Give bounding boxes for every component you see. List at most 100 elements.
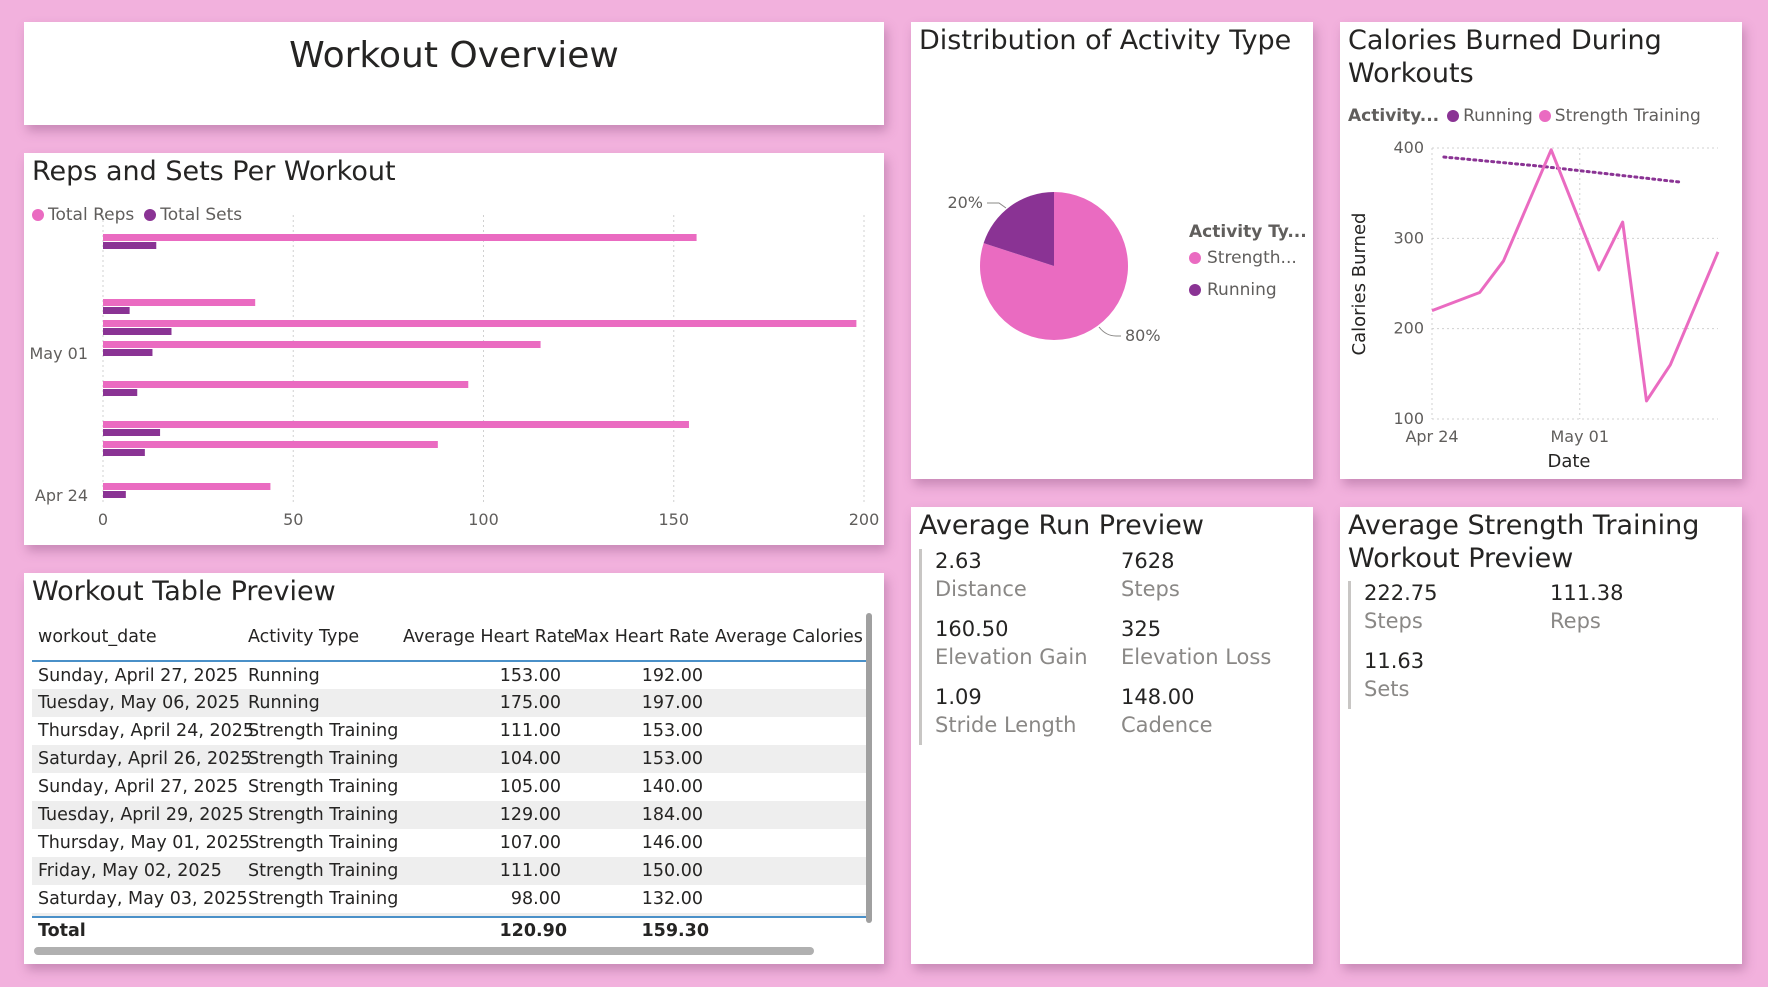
kpi-label: Stride Length — [935, 713, 1077, 737]
cell-max-hr: 140.00 — [641, 777, 703, 797]
table-row[interactable]: Sunday, April 27, 2025 Strength Training 1… — [32, 773, 867, 801]
pie-label-strength: 80% — [1125, 326, 1161, 345]
y-tick-label: Apr 24 — [35, 486, 88, 505]
kpi-value: 160.50 — [935, 617, 1009, 641]
bar-total-reps — [103, 483, 271, 490]
col-max-heart-rate[interactable]: Max Heart Rate — [567, 613, 709, 662]
kpi-elevation-gain: 160.50 Elevation Gain — [935, 615, 1088, 671]
col-activity-type[interactable]: Activity Type — [242, 613, 397, 662]
total-max-hr: 159.30 — [641, 921, 709, 941]
calories-legend: Activity... Running Strength Training — [1348, 106, 1711, 126]
cell-avg-hr: 175.00 — [397, 689, 567, 717]
table-row[interactable]: Saturday, April 26, 2025 Strength Trainin… — [32, 745, 867, 773]
bar-total-reps — [103, 299, 256, 306]
cell-calories — [709, 857, 867, 885]
cell-activity: Strength Training — [248, 777, 399, 797]
col-avg-heart-rate[interactable]: Average Heart Rate — [397, 613, 575, 662]
cell-max-hr: 153.00 — [641, 721, 703, 741]
x-tick-label: 50 — [283, 510, 303, 529]
series-running-line — [1442, 155, 1684, 184]
legend-running[interactable]: Running — [1189, 280, 1277, 300]
bar-total-sets — [103, 349, 153, 356]
table-viewport[interactable]: workout_date Activity Type Average Heart… — [32, 613, 867, 923]
kpi-label: Reps — [1550, 609, 1601, 633]
legend-strength[interactable]: Strength... — [1189, 248, 1297, 268]
kpi-value: 1.09 — [935, 685, 982, 709]
cell-calories — [709, 689, 867, 717]
kpi-value: 148.00 — [1121, 685, 1195, 709]
y-tick-label: 300 — [1393, 228, 1424, 247]
legend-label: Strength Training — [1554, 106, 1701, 126]
strength-preview-card[interactable]: Average Strength Training Workout Previe… — [1340, 507, 1742, 964]
reps-sets-card[interactable]: Reps and Sets Per Workout Total Reps Tot… — [24, 153, 884, 545]
kpi-distance: 2.63 Distance — [935, 547, 1027, 603]
activity-pie-chart[interactable]: 20% 80% — [911, 22, 1313, 479]
y-tick-label: May 01 — [29, 344, 88, 363]
x-tick-label: 0 — [98, 510, 108, 529]
total-avg-hr: 120.90 — [499, 921, 567, 941]
cell-date: Saturday, May 03, 2025 — [38, 889, 248, 909]
kpi-value: 222.75 — [1364, 581, 1438, 605]
legend-running[interactable]: Running — [1447, 106, 1533, 126]
kpi-label: Elevation Loss — [1121, 645, 1272, 669]
legend-total-sets[interactable]: Total Sets — [144, 205, 242, 225]
x-tick-label: May 01 — [1551, 427, 1610, 446]
pie-label-running: 20% — [947, 193, 983, 212]
cell-max-hr: 146.00 — [641, 833, 703, 853]
table-row[interactable]: Sunday, April 27, 2025 Running 153.00 192.0… — [32, 661, 867, 689]
x-tick-label: 100 — [468, 510, 499, 529]
cell-activity: Strength Training — [248, 721, 399, 741]
legend-strength[interactable]: Strength Training — [1538, 106, 1701, 126]
bar-total-reps — [103, 441, 438, 448]
legend-dot-icon — [144, 209, 157, 221]
col-workout-date[interactable]: workout_date — [32, 613, 242, 662]
calories-card[interactable]: Calories Burned During Workouts Activity… — [1340, 22, 1742, 479]
table-row[interactable]: Saturday, May 03, 2025 Strength Training 9… — [32, 885, 867, 913]
total-label: Total — [38, 921, 86, 941]
kpi-reps: 111.38 Reps — [1550, 579, 1623, 635]
cell-max-hr: 184.00 — [567, 801, 709, 829]
kpi-value: 11.63 — [1364, 649, 1425, 673]
legend-label: Total Reps — [48, 205, 135, 225]
kpi-stride-length: 1.09 Stride Length — [935, 683, 1076, 739]
horizontal-scrollbar[interactable] — [34, 947, 814, 955]
table-row[interactable]: Thursday, April 24, 2025 Strength Trainin… — [32, 717, 867, 745]
workout-table-card[interactable]: Workout Table Preview workout_date Activ… — [24, 573, 884, 964]
legend-total-reps[interactable]: Total Reps — [32, 205, 134, 225]
run-preview-card[interactable]: Average Run Preview 2.63 Distance 7628 Ste… — [911, 507, 1313, 964]
kpi-label: Cadence — [1121, 713, 1213, 737]
cell-max-hr: 153.00 — [567, 745, 709, 773]
kpi-label: Steps — [1364, 609, 1423, 633]
legend-dot-icon — [1447, 110, 1460, 122]
cell-activity: Strength Training — [242, 745, 398, 773]
table-row[interactable]: Tuesday, April 29, 2025 Strength Training… — [32, 801, 867, 829]
cell-activity: Running — [248, 665, 320, 686]
kpi-value: 2.63 — [935, 549, 982, 573]
calories-title-line2: Workouts — [1348, 58, 1474, 89]
cell-activity: Strength Training — [248, 889, 399, 909]
y-tick-label: 400 — [1393, 138, 1424, 157]
cell-calories — [709, 801, 867, 829]
cell-avg-hr: 153.00 — [499, 665, 561, 686]
bar-total-reps — [103, 234, 697, 241]
table-row[interactable]: Friday, May 02, 2025 Strength Training 111… — [32, 857, 867, 885]
cell-calories — [709, 717, 867, 745]
activity-distribution-card[interactable]: Distribution of Activity Type 20% 80% Act… — [911, 22, 1313, 479]
reps-sets-chart[interactable]: 0 50 100 150 200 May 01 Apr 24 — [24, 153, 884, 545]
cell-avg-hr: 111.00 — [499, 721, 561, 741]
bar-total-sets — [103, 429, 161, 436]
vertical-scrollbar[interactable] — [866, 613, 872, 923]
kpi-label: Steps — [1121, 577, 1180, 601]
y-tick-label: 100 — [1393, 409, 1424, 428]
col-avg-calories[interactable]: Average Calories B — [709, 613, 867, 662]
y-tick-label: 200 — [1393, 319, 1424, 338]
table-row[interactable]: Tuesday, May 06, 2025 Running 175.00 197.00 — [32, 689, 867, 717]
cell-calories — [709, 773, 867, 801]
cell-activity: Strength Training — [248, 833, 399, 853]
kpi-label: Distance — [935, 577, 1027, 601]
x-tick-label: 200 — [849, 510, 880, 529]
cell-max-hr: 132.00 — [641, 889, 703, 909]
title-card: Workout Overview — [24, 22, 884, 125]
table-row[interactable]: Thursday, May 01, 2025 Strength Training 1… — [32, 829, 867, 857]
